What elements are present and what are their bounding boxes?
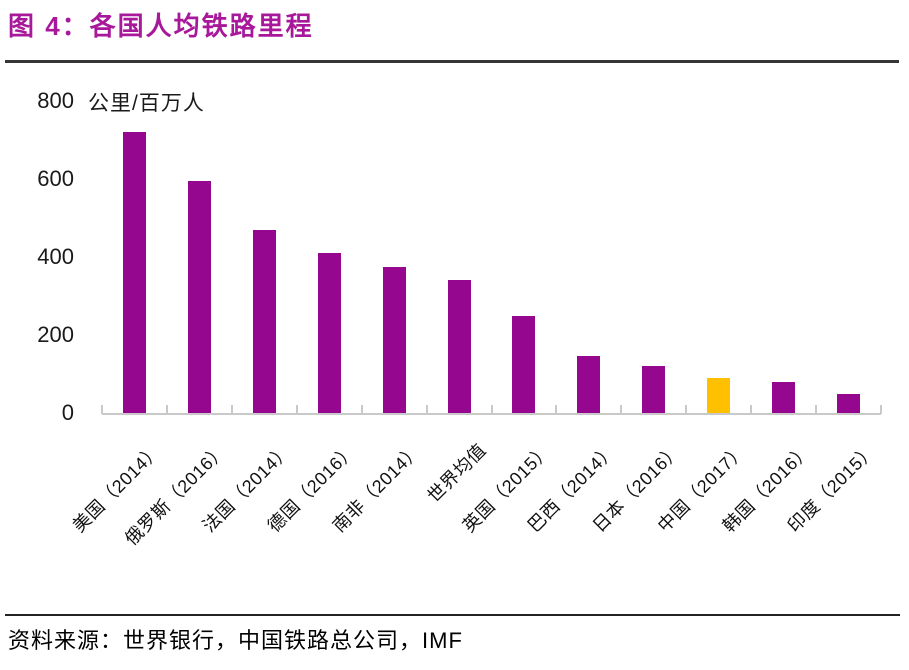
y-axis-tick-label: 800 xyxy=(37,88,74,113)
figure-title: 图 4：各国人均铁路里程 xyxy=(8,11,314,41)
bar-巴西（2014） xyxy=(577,356,601,413)
bar-南非（2014） xyxy=(382,266,406,413)
x-axis-tick xyxy=(620,405,623,414)
bar-美国（2014） xyxy=(122,132,146,413)
y-axis-tick-label: 600 xyxy=(37,166,74,191)
bar-法国（2014） xyxy=(252,229,276,413)
x-axis-tick xyxy=(101,405,103,414)
x-axis-tick xyxy=(880,405,882,414)
y-axis-tick-label: 200 xyxy=(37,322,74,347)
bar-俄罗斯（2016） xyxy=(187,180,211,413)
x-axis-tick xyxy=(360,405,363,414)
bar-德国（2016） xyxy=(317,253,341,413)
x-axis-tick xyxy=(425,405,428,414)
x-axis-tick xyxy=(815,405,818,414)
y-axis-unit-label: 公里/百万人 xyxy=(88,92,205,115)
x-axis-tick xyxy=(165,405,168,414)
title-divider xyxy=(5,60,899,63)
source-note: 资料来源：世界银行，中国铁路总公司，IMF xyxy=(8,628,463,653)
bar-中国（2017） xyxy=(707,377,731,413)
bar-世界均值 xyxy=(447,280,471,413)
x-axis-tick xyxy=(295,405,298,414)
bar-英国（2015） xyxy=(512,315,536,413)
x-axis-tick xyxy=(685,405,688,414)
x-axis-tick xyxy=(750,405,753,414)
footer-divider xyxy=(5,614,900,616)
x-axis-tick xyxy=(555,405,558,414)
x-axis-tick xyxy=(230,405,233,414)
x-axis-tick xyxy=(490,405,493,414)
y-axis-tick-label: 0 xyxy=(61,400,74,425)
bar-韩国（2016） xyxy=(772,381,796,413)
bar-日本（2016） xyxy=(642,366,666,413)
y-axis-tick-label: 400 xyxy=(37,244,74,269)
x-axis-line xyxy=(102,413,881,415)
bar-印度（2015） xyxy=(837,393,861,413)
